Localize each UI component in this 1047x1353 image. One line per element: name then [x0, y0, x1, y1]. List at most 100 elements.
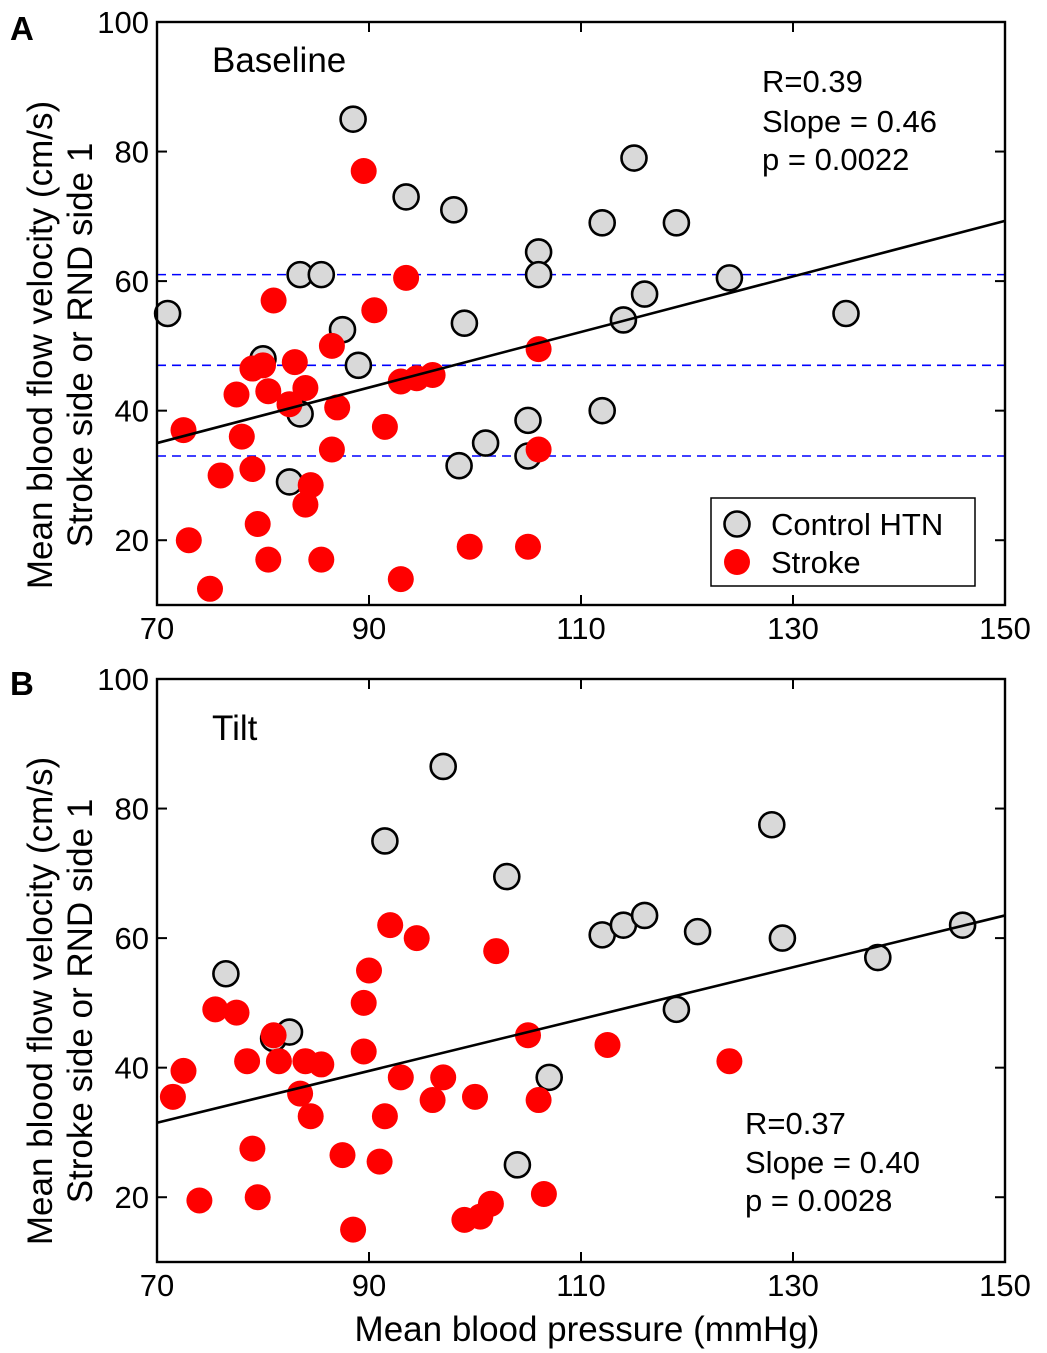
control-point: [514, 406, 542, 435]
stroke-point: [255, 378, 282, 405]
stroke-point: [308, 546, 335, 573]
stroke-point: [361, 297, 388, 324]
y-axis-label-line2: Stroke side or RND side 1: [61, 799, 100, 1204]
stroke-point: [159, 1083, 186, 1110]
stroke-point: [265, 1048, 292, 1075]
plot-frame: [155, 677, 1007, 1264]
control-point: [683, 917, 712, 946]
stroke-point: [175, 527, 202, 554]
stroke-point: [308, 1051, 335, 1078]
stroke-point: [239, 1135, 266, 1162]
stroke-point: [456, 533, 483, 560]
stat-slope: Slope = 0.40: [745, 1145, 920, 1180]
y-axis-label-line2: Stroke side or RND side 1: [61, 143, 100, 548]
control-point: [524, 238, 553, 266]
y-tick-label: 20: [115, 523, 149, 558]
plot-area: 70 90 110 130 150 20 40 60 80 100: [97, 662, 1031, 1303]
stroke-point: [525, 1087, 552, 1114]
stroke-point: [281, 349, 308, 376]
stroke-point: [350, 157, 377, 184]
stroke-point: [356, 957, 382, 984]
legend-stroke-label: Stroke: [771, 545, 861, 580]
control-point: [832, 299, 860, 328]
stroke-point: [223, 381, 250, 408]
panel-a: A Mean blood flow velocity (cm/s) Stroke…: [10, 5, 1031, 646]
stroke-point: [223, 999, 250, 1026]
stroke-point: [530, 1180, 557, 1207]
control-point: [429, 752, 458, 781]
stroke-point: [255, 546, 282, 573]
stroke-point: [297, 472, 324, 499]
x-tick-label: 70: [140, 611, 174, 646]
y-tick-label: 80: [115, 792, 149, 827]
stroke-point: [297, 1103, 324, 1130]
y-tick-label: 60: [115, 921, 149, 956]
x-tick-label: 150: [979, 611, 1031, 646]
control-point: [153, 299, 182, 328]
control-point: [439, 196, 468, 224]
control-point: [535, 1063, 564, 1092]
stroke-point: [477, 1190, 504, 1217]
control-point: [524, 260, 553, 289]
y-tick-label: 40: [115, 394, 149, 429]
stroke-point: [329, 1142, 356, 1169]
control-point: [588, 396, 617, 425]
stroke-point: [594, 1031, 621, 1058]
stat-slope: Slope = 0.46: [762, 104, 937, 139]
control-point: [212, 959, 240, 988]
control-point: [445, 451, 473, 480]
stroke-point: [525, 436, 552, 463]
stroke-point: [377, 912, 404, 939]
control-point: [768, 924, 797, 952]
x-tick-label: 70: [140, 1268, 174, 1303]
stroke-point: [393, 264, 420, 291]
stroke-point: [716, 1048, 743, 1075]
stroke-point: [197, 575, 223, 602]
stat-p: p = 0.0028: [745, 1183, 892, 1218]
stroke-point: [186, 1187, 213, 1214]
control-point: [662, 995, 691, 1024]
x-tick-label: 110: [556, 1268, 605, 1303]
control-point: [471, 429, 500, 457]
y-axis-label-line1: Mean blood flow velocity (cm/s): [21, 757, 60, 1245]
legend-box: [710, 497, 976, 587]
stats-annotation: R=0.39 Slope = 0.46 p = 0.0022: [762, 64, 937, 177]
stroke-point: [403, 925, 430, 952]
stats-annotation: R=0.37 Slope = 0.40 p = 0.0028: [745, 1106, 920, 1218]
stroke-point: [244, 1184, 271, 1211]
stroke-point: [318, 332, 345, 359]
y-tick-label: 40: [115, 1051, 149, 1086]
stroke-point: [260, 287, 287, 314]
control-point: [757, 810, 786, 839]
control-point: [492, 862, 521, 891]
stroke-point: [515, 533, 541, 560]
control-point: [588, 209, 617, 237]
stroke-point: [250, 352, 276, 379]
control-point: [371, 827, 399, 855]
x-tick-label: 110: [556, 611, 605, 646]
legend-control-label: Control HTN: [771, 507, 943, 542]
stroke-point: [387, 566, 414, 593]
plot-frame: [155, 20, 1007, 607]
control-point: [630, 280, 659, 308]
stroke-point: [260, 1022, 287, 1049]
panel-label: B: [10, 665, 34, 702]
stroke-point: [244, 511, 271, 538]
stroke-point: [350, 1038, 377, 1065]
control-point: [339, 105, 367, 133]
stroke-point: [340, 1216, 367, 1243]
stroke-point: [202, 996, 229, 1023]
stat-r: R=0.39: [762, 64, 863, 99]
stroke-point: [170, 1057, 197, 1084]
panel-title: Tilt: [212, 709, 258, 748]
stroke-point: [318, 436, 345, 463]
regression-line: [156, 219, 1006, 445]
control-point: [715, 264, 744, 292]
plot-area: 70 90 110 130 150 20 40 60 80 100: [97, 5, 1031, 646]
control-point: [630, 901, 659, 930]
x-tick-label: 90: [352, 1268, 386, 1303]
legend: Control HTN Stroke: [710, 497, 976, 587]
y-tick-label: 80: [115, 135, 149, 170]
y-axis-label-line1: Mean blood flow velocity (cm/s): [21, 101, 60, 589]
